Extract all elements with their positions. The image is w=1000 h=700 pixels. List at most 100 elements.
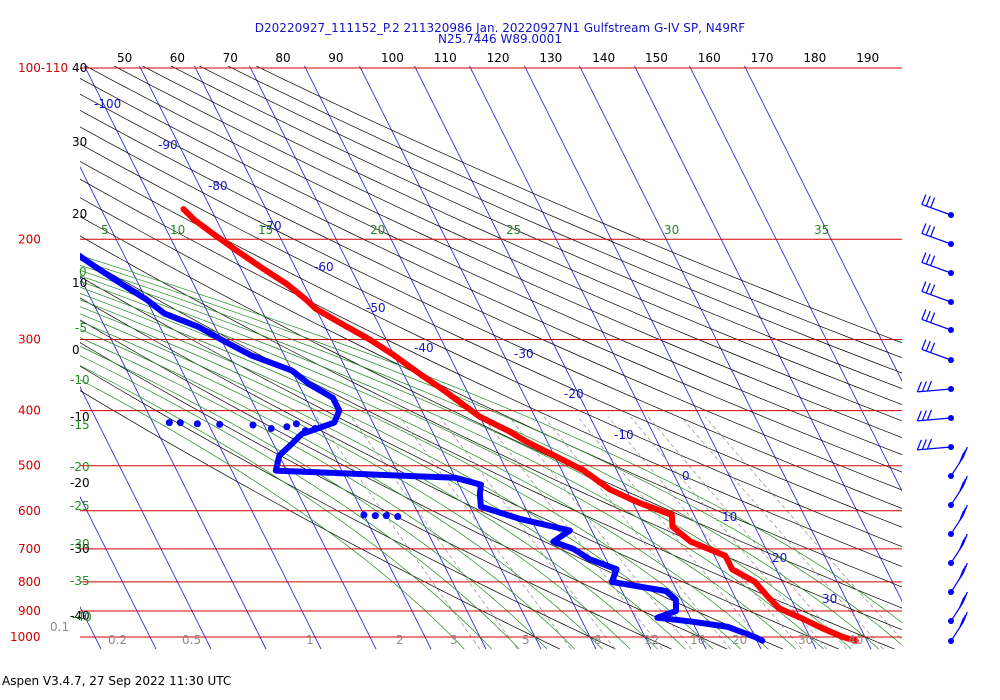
wind-barb-flag xyxy=(921,194,927,205)
dry-adiabat-line xyxy=(80,235,902,631)
pressure-label: 100-110 xyxy=(18,61,68,75)
dewpoint-point xyxy=(193,420,201,428)
moist-adiabat-label: 30 xyxy=(664,223,679,237)
wind-barb-flag xyxy=(959,481,965,492)
mixing-ratio-label: 5 xyxy=(522,633,530,647)
isotherm-label: -50 xyxy=(366,301,386,315)
dry-adiabat-line xyxy=(80,276,839,650)
wind-barb-flag xyxy=(921,339,927,350)
isotherm-line xyxy=(80,606,102,650)
isotherm-label: -80 xyxy=(208,179,228,193)
dry-adiabat-line xyxy=(170,66,902,390)
moist-adiabat-label: 0 xyxy=(79,265,87,279)
mixing-ratio-label: 40 xyxy=(848,633,863,647)
wind-barb-flag xyxy=(926,409,932,421)
isotherm-line xyxy=(304,66,597,650)
isotherm-label: -40 xyxy=(414,341,434,355)
isotherm-line xyxy=(80,166,322,650)
dewpoint-point xyxy=(292,420,300,428)
wind-barbs xyxy=(916,194,968,644)
isotherm-label: 10 xyxy=(722,510,737,524)
top-axis-tick-label: 50 xyxy=(117,51,132,65)
top-axis-tick-label: 70 xyxy=(223,51,238,65)
left-axis-tick-label: 0 xyxy=(72,343,80,357)
isotherm-label: 30 xyxy=(822,592,837,606)
isotherm-line xyxy=(84,66,377,650)
wind-barb-flag xyxy=(962,504,968,516)
dry-adiabat-line xyxy=(80,93,902,473)
wind-barb-flag xyxy=(925,195,931,207)
dewpoint-point xyxy=(249,421,257,429)
wind-barb-flag xyxy=(930,342,936,353)
pressure-label: 1000 xyxy=(10,630,41,644)
wind-barb-flag xyxy=(926,438,932,450)
dewpoint-point xyxy=(360,511,368,519)
dry-adiabat-line xyxy=(255,66,902,344)
left-axis-tick-label: 20 xyxy=(72,207,87,221)
pressure-label: 700 xyxy=(18,542,41,556)
wind-barb-flag xyxy=(960,614,967,626)
top-axis-tick-label: 130 xyxy=(539,51,562,65)
isotherm-line xyxy=(80,276,267,650)
dry-adiabat-line xyxy=(80,390,560,650)
isotherm-line xyxy=(689,66,902,492)
wind-barb-flag xyxy=(962,446,968,458)
top-axis-tick-label: 190 xyxy=(856,51,879,65)
wind-barb-flag xyxy=(916,381,922,393)
grid-lines xyxy=(80,66,902,650)
wind-barb-flag xyxy=(962,475,968,487)
dry-adiabat-line xyxy=(80,297,784,650)
moist-adiabat-label: -25 xyxy=(70,499,90,513)
wind-barb-flag xyxy=(921,439,927,450)
mixing-ratio-label: 0.5 xyxy=(182,633,201,647)
wind-barb-flag xyxy=(921,252,927,263)
chart-subtitle: N25.7446 W89.0001 xyxy=(438,32,562,46)
isotherm-line xyxy=(414,66,707,650)
dewpoint-point xyxy=(382,512,390,520)
top-axis-tick-label: 90 xyxy=(328,51,343,65)
dry-adiabat-line xyxy=(80,78,902,456)
top-axis-tick-label: 170 xyxy=(751,51,774,65)
wind-barb-flag xyxy=(921,381,927,392)
wind-barb-flag xyxy=(959,510,965,521)
left-axis-tick-label: -10 xyxy=(70,410,90,424)
dewpoint-point xyxy=(394,512,402,520)
left-axis-tick-label: 40 xyxy=(72,61,87,75)
mixing-ratio-line xyxy=(482,416,663,650)
mixing-ratio-line xyxy=(607,416,803,650)
top-axis-tick-label: 100 xyxy=(381,51,404,65)
wind-barb-flag xyxy=(960,536,967,548)
moist-adiabat-label: 25 xyxy=(506,223,521,237)
dry-adiabat-line xyxy=(80,126,902,509)
dry-adiabat-line xyxy=(80,216,902,609)
dry-adiabat-line xyxy=(113,66,902,422)
isotherm-line xyxy=(80,386,212,650)
dewpoint-point xyxy=(216,420,224,428)
wind-barb-flag xyxy=(962,591,968,603)
footer-version: Aspen V3.4.7, 27 Sep 2022 11:30 UTC xyxy=(2,674,232,688)
isotherm-line xyxy=(249,66,542,650)
mixing-ratio-label: 12 xyxy=(644,633,659,647)
pressure-label: 500 xyxy=(18,459,41,473)
wind-barb-flag xyxy=(960,594,967,606)
mixing-ratio-label: 0.2 xyxy=(108,633,127,647)
wind-barb-flag xyxy=(960,449,967,461)
dry-adiabat-line xyxy=(80,160,902,548)
left-axis-tick-label: -30 xyxy=(70,542,90,556)
dry-adiabat-line xyxy=(85,66,902,438)
moist-adiabat-label: 35 xyxy=(814,223,829,237)
dry-adiabat-line xyxy=(80,109,902,491)
top-axis-tick-label: 60 xyxy=(170,51,185,65)
top-axis-tick-label: 160 xyxy=(698,51,721,65)
wind-barb-flag xyxy=(921,223,927,234)
top-axis-tick-label: 110 xyxy=(434,51,457,65)
left-axis-tick-label: -40 xyxy=(70,609,90,623)
isotherm-label: -10 xyxy=(614,428,634,442)
sounding-traces xyxy=(80,206,859,644)
moist-adiabat-line xyxy=(80,275,824,650)
isotherm-label: 0 xyxy=(682,469,690,483)
dry-adiabat-line xyxy=(198,66,902,374)
left-axis-tick-label: 30 xyxy=(72,135,87,149)
